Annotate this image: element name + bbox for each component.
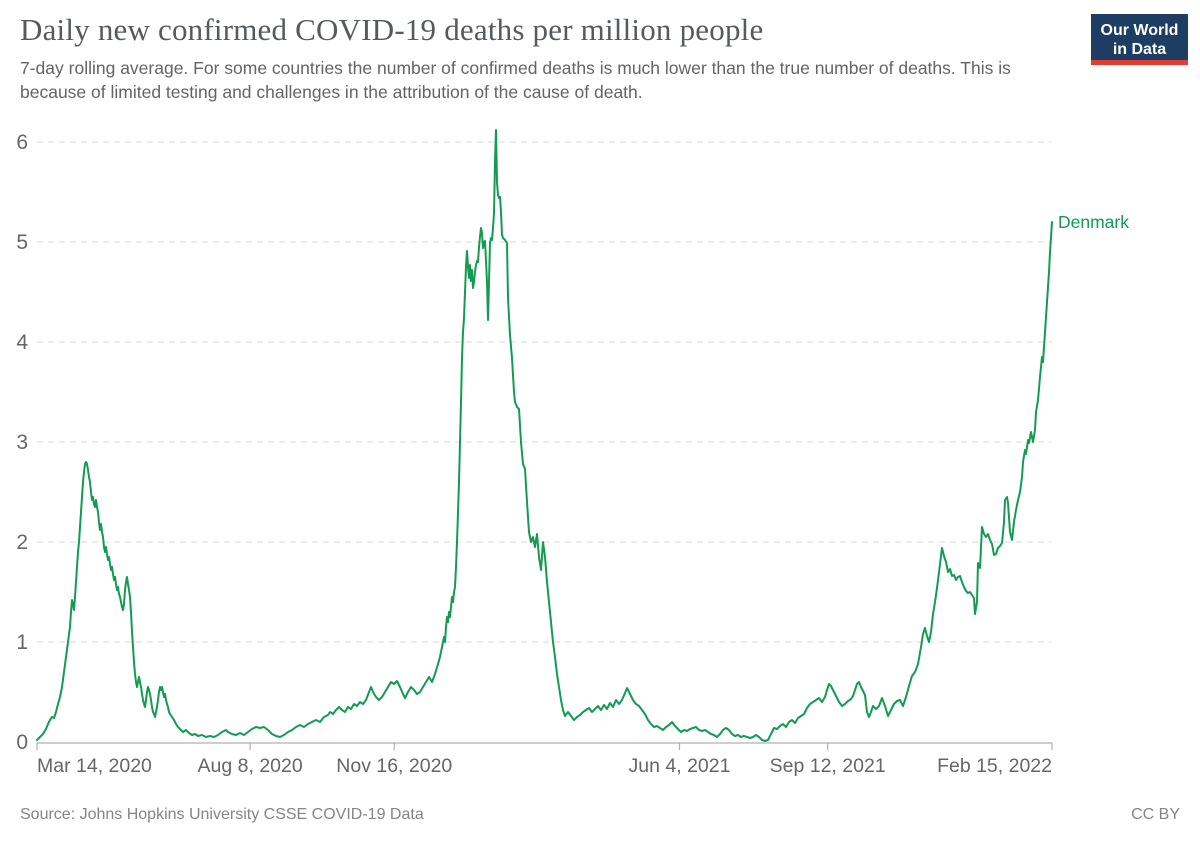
series-end-label-denmark: Denmark	[1058, 212, 1129, 232]
y-tick-label-3: 3	[16, 431, 28, 454]
y-tick-label-1: 1	[16, 631, 28, 654]
x-tick-label-1: Aug 8, 2020	[198, 755, 303, 777]
x-tick-label-5: Feb 15, 2022	[937, 755, 1052, 777]
y-tick-label-6: 6	[16, 131, 28, 154]
chart-footer: Source: Johns Hopkins University CSSE CO…	[20, 806, 1180, 824]
y-tick-label-5: 5	[16, 231, 28, 254]
owid-logo-text: Our World in Data	[1101, 21, 1179, 59]
license-badge: CC BY	[1131, 806, 1180, 823]
chart-subtitle: 7-day rolling average. For some countrie…	[20, 57, 1011, 102]
series-line-denmark	[36, 129, 1053, 742]
x-tick-label-3: Jun 4, 2021	[629, 755, 731, 777]
x-tick-label-2: Nov 16, 2020	[336, 755, 452, 777]
x-tick-label-0: Mar 14, 2020	[37, 755, 152, 777]
owid-logo-line2: in Data	[1112, 40, 1167, 58]
y-tick-label-2: 2	[16, 531, 28, 554]
chart-header: Daily new confirmed COVID-19 deaths per …	[20, 12, 1080, 104]
source-note: Source: Johns Hopkins University CSSE CO…	[20, 806, 424, 823]
y-tick-label-4: 4	[16, 331, 28, 354]
x-tick-label-4: Sep 12, 2021	[770, 755, 886, 777]
owid-logo: Our World in Data	[1091, 14, 1188, 65]
page-title: Daily new confirmed COVID-19 deaths per …	[20, 12, 764, 47]
owid-logo-line1: Our World	[1100, 21, 1179, 39]
owid-logo-stripe	[1091, 60, 1188, 65]
y-tick-label-0: 0	[16, 731, 28, 754]
